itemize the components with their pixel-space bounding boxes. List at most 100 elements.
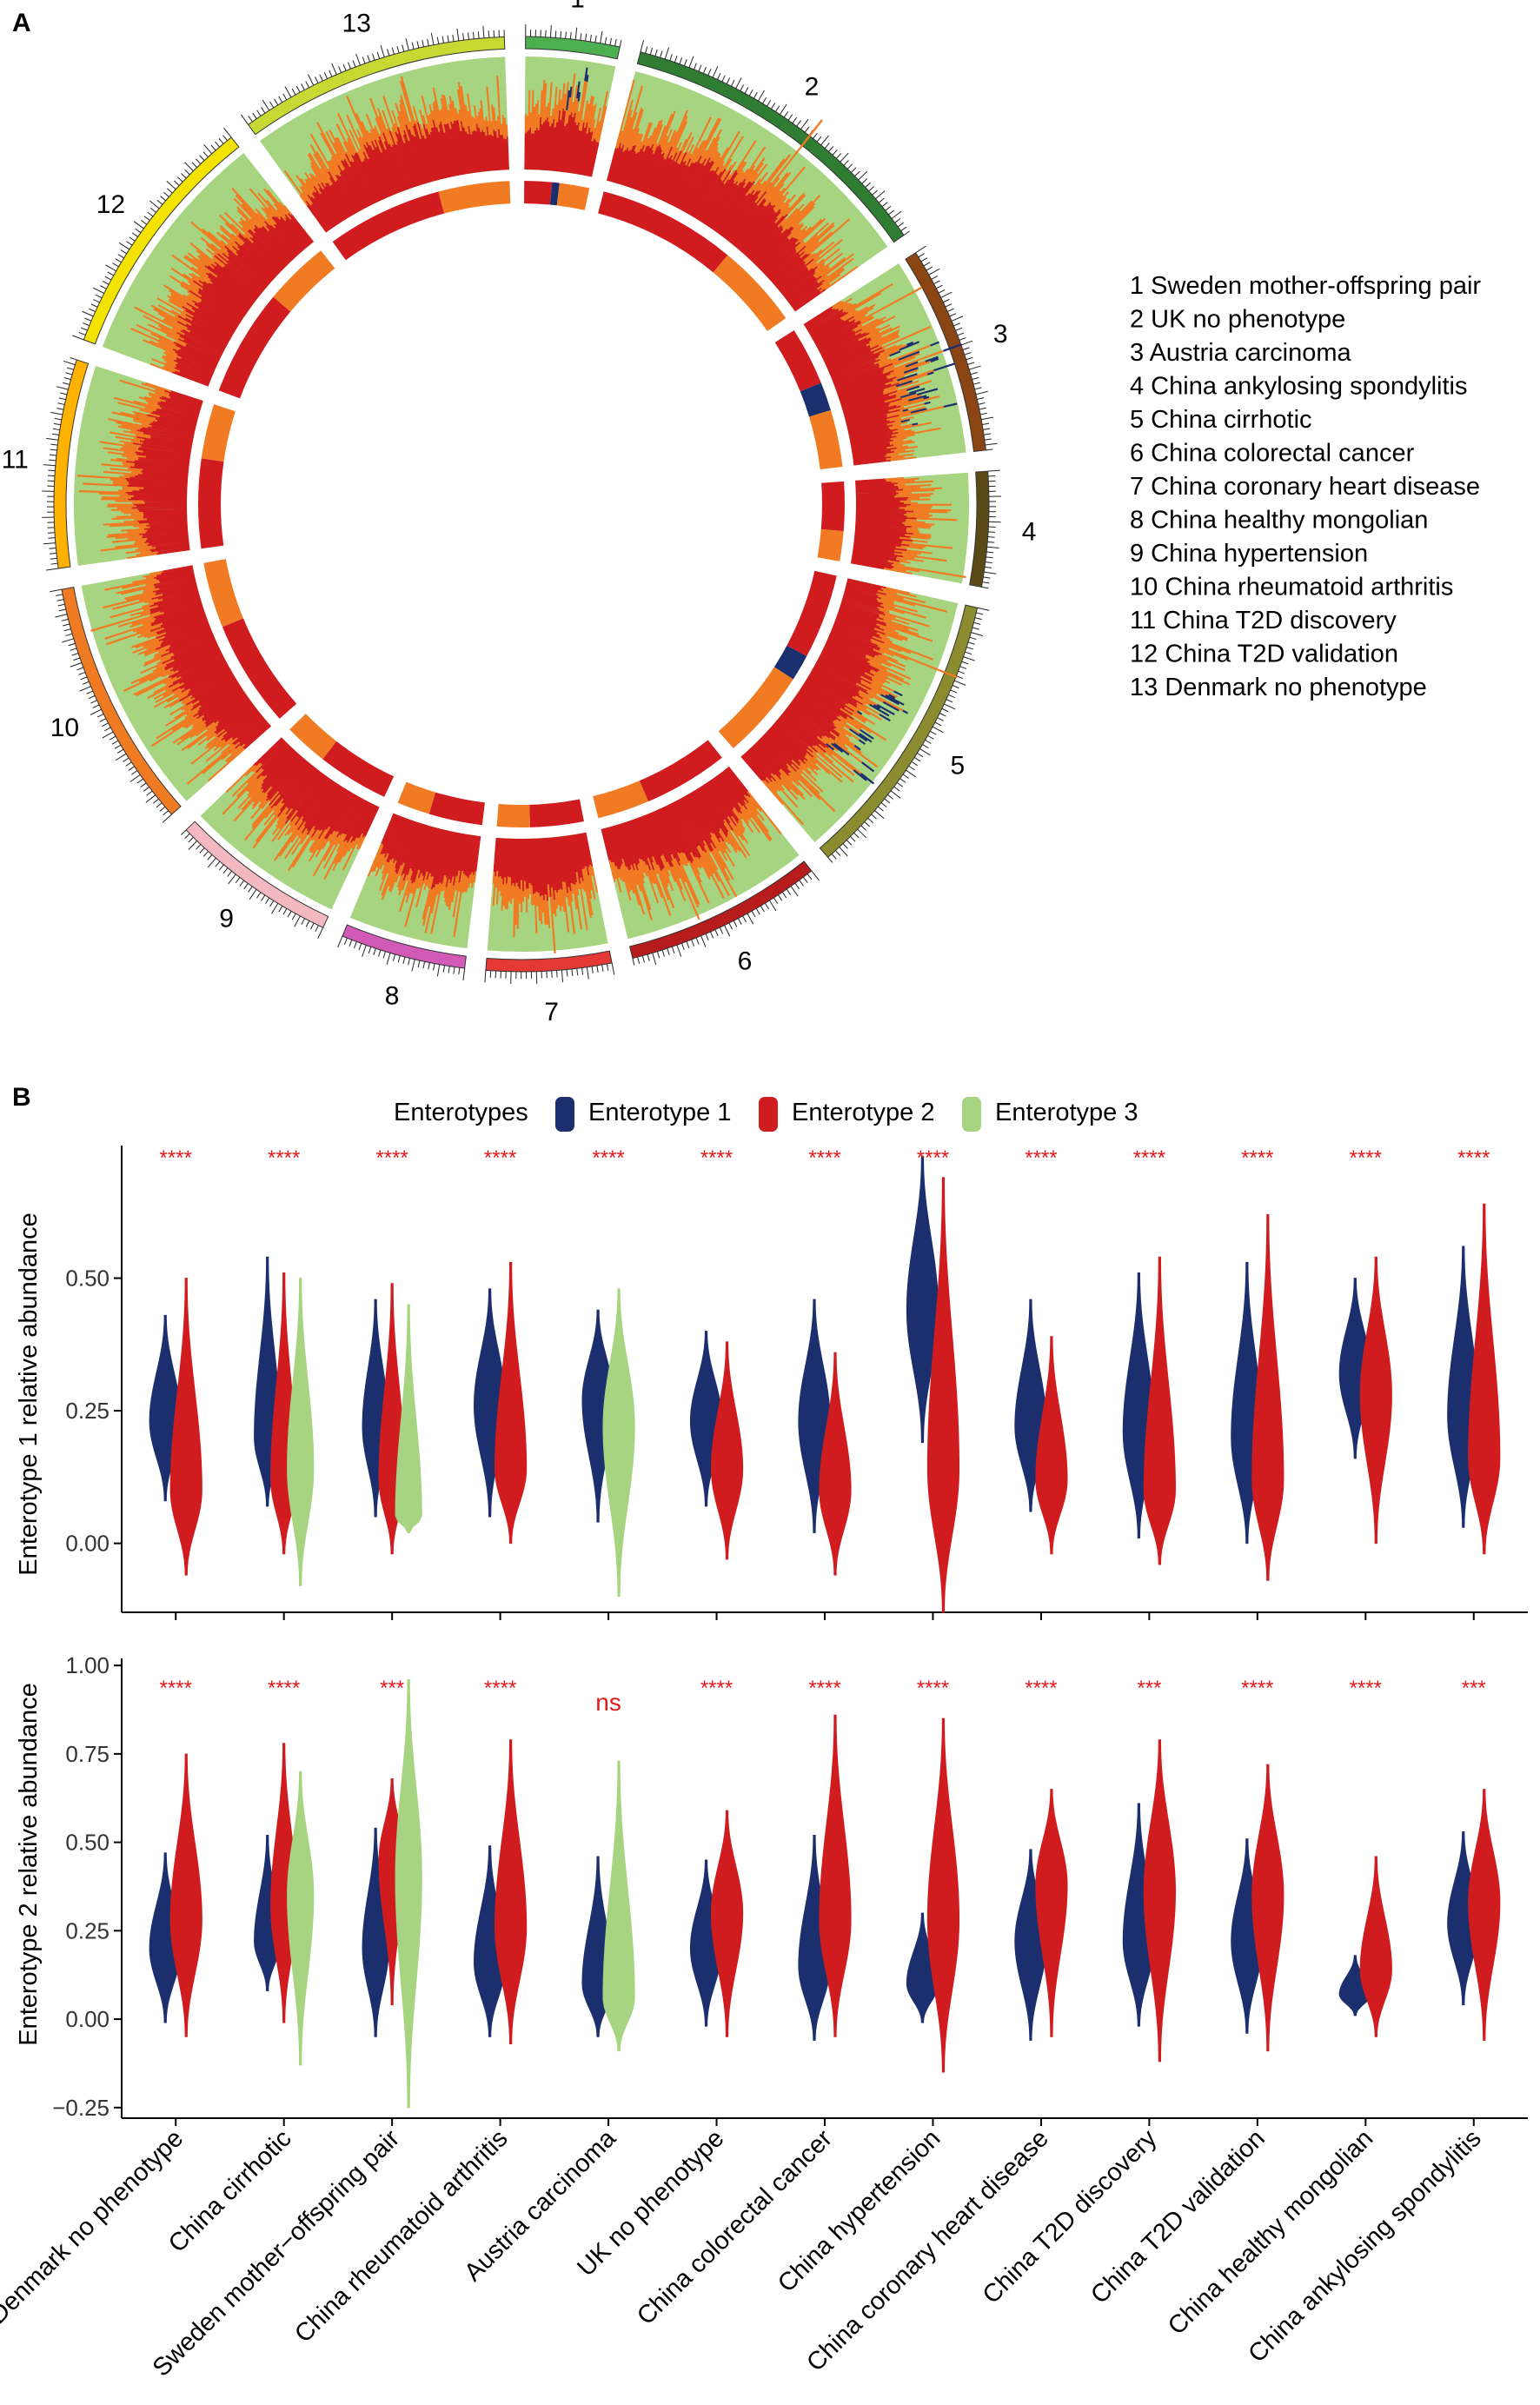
abundance-bars-orange bbox=[492, 864, 599, 953]
sector-band bbox=[819, 604, 979, 859]
circos-sector-12: 12 bbox=[72, 127, 335, 399]
violin-enterotype-3 bbox=[602, 1760, 635, 2052]
y-tick-label: −0.25 bbox=[52, 2095, 110, 2121]
sector-number-label: 2 bbox=[805, 73, 820, 102]
abundance-bars-enterotype-2 bbox=[380, 813, 481, 890]
y-tick-label: 0.25 bbox=[65, 1398, 110, 1424]
abundance-bars-enterotype-2 bbox=[601, 766, 751, 872]
legend-label-enterotype-2: Enterotype 2 bbox=[792, 1099, 934, 1126]
legend-swatch-enterotype-2 bbox=[759, 1097, 778, 1132]
sector-ticks bbox=[181, 829, 324, 940]
abundance-bars-enterotype-2 bbox=[803, 306, 903, 466]
abundance-bars-enterotype-2 bbox=[850, 478, 917, 570]
abundance-bars-enterotype-2 bbox=[172, 212, 315, 387]
abundance-bars-orange bbox=[831, 282, 945, 462]
circos-sector-11: 11 bbox=[2, 357, 236, 571]
abundance-bars-orange bbox=[367, 843, 477, 938]
circos-group-legend: 1 Sweden mother-offspring pair 2 UK no ph… bbox=[1130, 272, 1481, 701]
significance-label: **** bbox=[1350, 1146, 1382, 1170]
significance-label: **** bbox=[700, 1146, 733, 1170]
panel-a-label: A bbox=[12, 9, 31, 37]
y-tick-label: 0.50 bbox=[65, 1266, 110, 1292]
circos-sector-5: 5 bbox=[718, 570, 990, 863]
violin-enterotype-3 bbox=[395, 1679, 422, 2109]
circos-legend-item: 13 Denmark no phenotype bbox=[1130, 674, 1427, 701]
enterotype-ring-block bbox=[322, 741, 395, 797]
circos-legend-item: 12 China T2D validation bbox=[1130, 641, 1398, 668]
enterotype-ring-block bbox=[222, 618, 297, 719]
abundance-bars-enterotype-2 bbox=[305, 119, 509, 233]
circos-sector-4: 4 bbox=[817, 469, 1036, 589]
circos-sector-10: 10 bbox=[50, 559, 297, 823]
sector-number-label: 7 bbox=[544, 998, 559, 1026]
violin-enterotype-2 bbox=[1468, 1789, 1501, 2041]
significance-label: ns bbox=[595, 1689, 621, 1716]
enterotype-ring-block bbox=[820, 481, 845, 532]
enterotype-ring-block bbox=[397, 781, 436, 814]
circos-sector-9: 9 bbox=[181, 714, 395, 940]
x-category-label: China colorectal cancer bbox=[632, 2124, 838, 2330]
circos-sector-3: 3 bbox=[774, 245, 1008, 470]
abundance-bars-orange bbox=[76, 379, 172, 560]
enterotype-ring-block bbox=[524, 181, 553, 205]
abundance-bars-enterotype-2 bbox=[524, 108, 600, 177]
significance-label: **** bbox=[1457, 1146, 1490, 1170]
sector-ticks bbox=[640, 40, 910, 236]
enterotype-ring-block bbox=[800, 382, 831, 417]
significance-label: **** bbox=[484, 1146, 516, 1170]
sector-number-label: 3 bbox=[993, 320, 1008, 349]
enterotype-ring-block bbox=[273, 250, 335, 312]
violin-enterotype-2 bbox=[169, 1753, 202, 2037]
significance-label: *** bbox=[380, 1677, 404, 1700]
circos-sector-13: 13 bbox=[241, 10, 511, 261]
significance-label: **** bbox=[1025, 1146, 1057, 1170]
sector-number-label: 6 bbox=[738, 947, 753, 976]
abundance-bars-orange bbox=[283, 75, 508, 206]
sector-band bbox=[905, 252, 986, 453]
sector-band bbox=[247, 36, 506, 136]
panel-b-label: B bbox=[12, 1083, 31, 1112]
sector-number-label: 12 bbox=[96, 190, 125, 219]
sector-number-label: 5 bbox=[950, 752, 965, 781]
enterotype-ring-block bbox=[203, 559, 243, 628]
circos-legend-item: 8 China healthy mongolian bbox=[1130, 507, 1428, 535]
enterotype-ring-block bbox=[197, 458, 224, 549]
y-tick-label: 0.75 bbox=[65, 1741, 110, 1767]
violin-enterotype-2 bbox=[1143, 1739, 1176, 2063]
sector-number-label: 8 bbox=[385, 982, 400, 1011]
sector-ticks bbox=[337, 935, 466, 980]
significance-label: **** bbox=[592, 1146, 624, 1170]
violin-enterotype-2 bbox=[1359, 1256, 1392, 1545]
sector-number-label: 9 bbox=[219, 904, 234, 933]
violin-enterotype-3 bbox=[395, 1304, 422, 1533]
circos-sector-8: 8 bbox=[337, 781, 485, 1011]
significance-label: **** bbox=[484, 1677, 516, 1700]
sector-ticks bbox=[484, 962, 615, 984]
enterotype-ring-block bbox=[593, 781, 648, 819]
legend-label-enterotype-1: Enterotype 1 bbox=[588, 1099, 731, 1126]
circos-sector-2: 2 bbox=[598, 40, 910, 331]
legend-label-enterotype-3: Enterotype 3 bbox=[995, 1099, 1138, 1126]
significance-label: **** bbox=[1133, 1146, 1165, 1170]
enterotype-ring-block bbox=[639, 740, 722, 802]
violin-enterotype-2 bbox=[169, 1278, 202, 1576]
circos-plot: 12345678910111213 bbox=[2, 0, 1037, 1026]
sector-band bbox=[342, 924, 467, 969]
abundance-bars-orange bbox=[222, 762, 366, 880]
abundance-bars-enterotype-2 bbox=[607, 143, 826, 312]
significance-label: **** bbox=[375, 1146, 408, 1170]
enterotype-ring-block bbox=[218, 296, 291, 399]
sector-number-label: 13 bbox=[342, 10, 371, 38]
enterotype-ring-block bbox=[332, 191, 445, 261]
circos-legend-item: 7 China coronary heart disease bbox=[1130, 473, 1480, 501]
abundance-bars-enterotype-2 bbox=[493, 832, 594, 901]
y-axis-title-top: Enterotype 1 relative abundance bbox=[15, 1212, 43, 1576]
enterotype-ring-block bbox=[289, 714, 337, 760]
violin-enterotype-2 bbox=[1035, 1336, 1068, 1555]
significance-label: **** bbox=[808, 1146, 840, 1170]
violin-enterotype-2 bbox=[1251, 1213, 1284, 1581]
significance-label: **** bbox=[1025, 1677, 1057, 1700]
significance-label: **** bbox=[268, 1146, 300, 1170]
x-category-label: China T2D discovery bbox=[978, 2124, 1163, 2309]
sector-band bbox=[83, 136, 240, 345]
